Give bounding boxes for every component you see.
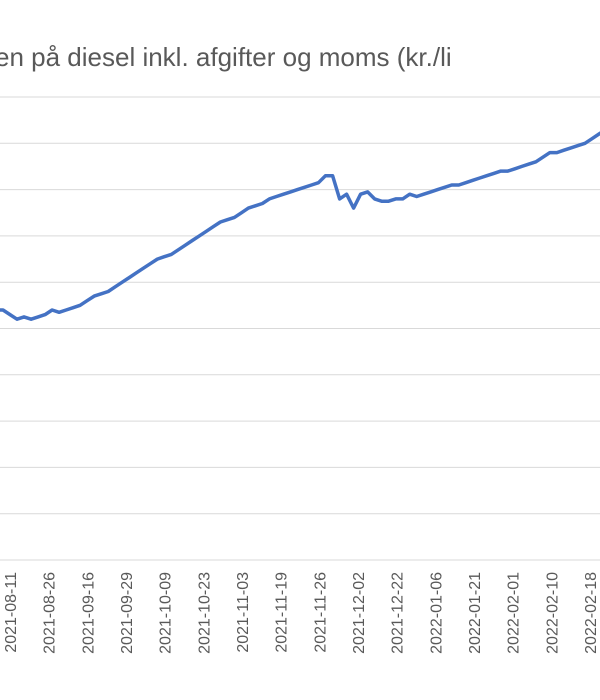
x-tick-label: 2022-02-10 (544, 572, 561, 654)
x-tick-label: 2021-09-29 (119, 572, 136, 654)
x-tick-label: 2021-08-11 (3, 572, 20, 653)
x-tick-label: 2021-11-03 (235, 572, 252, 653)
x-tick-label: 2022-02-01 (506, 572, 523, 654)
x-tick-label: 2021-11-19 (274, 572, 291, 653)
gridlines (0, 96, 600, 561)
x-tick-label: 2022-02-18 (583, 572, 600, 654)
x-tick-label: 2021-10-09 (158, 572, 175, 654)
series-line-0 (0, 131, 600, 321)
x-tick-label: 2021-10-23 (196, 572, 213, 654)
x-tick-label: 2021-09-16 (80, 572, 97, 654)
x-tick-label: 2022-01-21 (467, 572, 484, 654)
chart-title: sen på diesel inkl. afgifter og moms (kr… (0, 42, 452, 72)
x-tick-label: 2021-11-26 (312, 572, 329, 653)
x-tick-label: 2022-01-06 (428, 572, 445, 654)
x-tick-label: 2021-08-26 (42, 572, 59, 654)
series-layer (0, 131, 600, 321)
x-tick-label: 2021-12-02 (351, 572, 368, 654)
x-axis-tick-labels: 2021-08-11 2021-08-26 2021-09-16 2021-09-29… (3, 572, 600, 654)
x-tick-label: 2021-12-22 (390, 572, 407, 654)
